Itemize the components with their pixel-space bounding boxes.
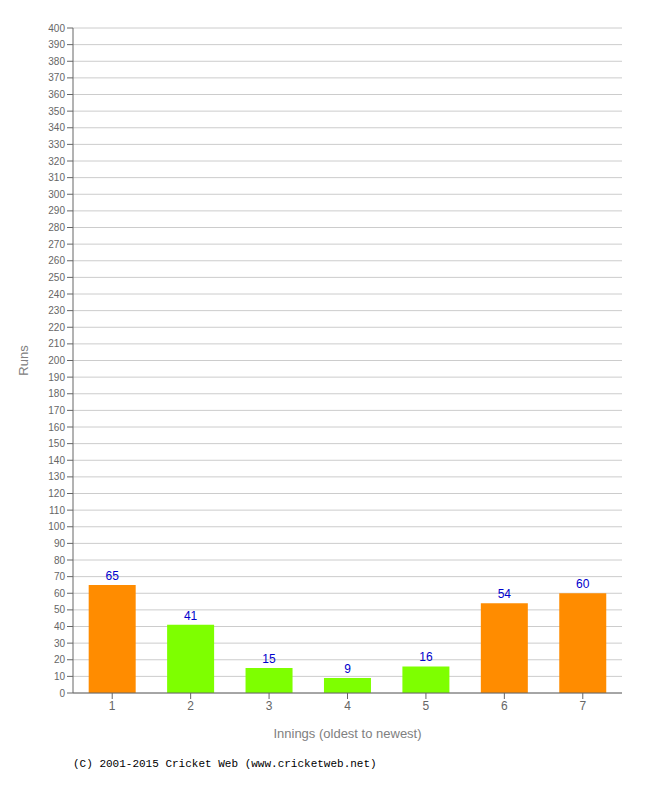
svg-text:240: 240 bbox=[48, 289, 65, 300]
svg-text:290: 290 bbox=[48, 205, 65, 216]
svg-text:270: 270 bbox=[48, 239, 65, 250]
svg-text:390: 390 bbox=[48, 39, 65, 50]
svg-text:0: 0 bbox=[59, 688, 65, 699]
svg-text:16: 16 bbox=[419, 650, 433, 664]
svg-text:260: 260 bbox=[48, 255, 65, 266]
svg-text:210: 210 bbox=[48, 338, 65, 349]
svg-text:90: 90 bbox=[54, 538, 66, 549]
svg-text:80: 80 bbox=[54, 555, 66, 566]
svg-text:65: 65 bbox=[106, 569, 120, 583]
svg-text:400: 400 bbox=[48, 23, 65, 34]
svg-text:320: 320 bbox=[48, 156, 65, 167]
svg-text:1: 1 bbox=[109, 699, 116, 713]
svg-text:20: 20 bbox=[54, 654, 66, 665]
svg-text:9: 9 bbox=[344, 662, 351, 676]
svg-text:160: 160 bbox=[48, 422, 65, 433]
html-text:(C) 2001-2015 Cricket Web (www: (C) 2001-2015 Cricket Web (www.cricketwe… bbox=[73, 758, 377, 770]
svg-text:190: 190 bbox=[48, 372, 65, 383]
svg-text:230: 230 bbox=[48, 305, 65, 316]
svg-text:350: 350 bbox=[48, 106, 65, 117]
svg-text:300: 300 bbox=[48, 189, 65, 200]
svg-text:3: 3 bbox=[266, 699, 273, 713]
svg-text:41: 41 bbox=[184, 609, 198, 623]
svg-text:310: 310 bbox=[48, 172, 65, 183]
svg-text:Runs: Runs bbox=[16, 345, 31, 376]
svg-text:250: 250 bbox=[48, 272, 65, 283]
svg-text:50: 50 bbox=[54, 604, 66, 615]
svg-text:340: 340 bbox=[48, 122, 65, 133]
svg-text:100: 100 bbox=[48, 521, 65, 532]
svg-text:5: 5 bbox=[423, 699, 430, 713]
svg-text:Innings (oldest to newest): Innings (oldest to newest) bbox=[273, 726, 421, 741]
svg-text:120: 120 bbox=[48, 488, 65, 499]
svg-text:130: 130 bbox=[48, 471, 65, 482]
svg-text:150: 150 bbox=[48, 438, 65, 449]
svg-text:15: 15 bbox=[262, 652, 276, 666]
svg-text:360: 360 bbox=[48, 89, 65, 100]
svg-text:220: 220 bbox=[48, 322, 65, 333]
svg-text:330: 330 bbox=[48, 139, 65, 150]
svg-text:170: 170 bbox=[48, 405, 65, 416]
svg-text:10: 10 bbox=[54, 671, 66, 682]
svg-text:30: 30 bbox=[54, 638, 66, 649]
svg-text:40: 40 bbox=[54, 621, 66, 632]
svg-text:280: 280 bbox=[48, 222, 65, 233]
svg-text:180: 180 bbox=[48, 388, 65, 399]
svg-text:70: 70 bbox=[54, 571, 66, 582]
svg-text:380: 380 bbox=[48, 56, 65, 67]
svg-text:60: 60 bbox=[54, 588, 66, 599]
svg-text:54: 54 bbox=[498, 587, 512, 601]
svg-text:110: 110 bbox=[49, 505, 65, 516]
svg-text:140: 140 bbox=[48, 455, 65, 466]
svg-text:6: 6 bbox=[501, 699, 508, 713]
svg-text:370: 370 bbox=[48, 72, 65, 83]
svg-text:7: 7 bbox=[579, 699, 586, 713]
svg-text:2: 2 bbox=[187, 699, 194, 713]
svg-text:200: 200 bbox=[48, 355, 65, 366]
svg-text:4: 4 bbox=[344, 699, 351, 713]
svg-text:60: 60 bbox=[576, 577, 590, 591]
